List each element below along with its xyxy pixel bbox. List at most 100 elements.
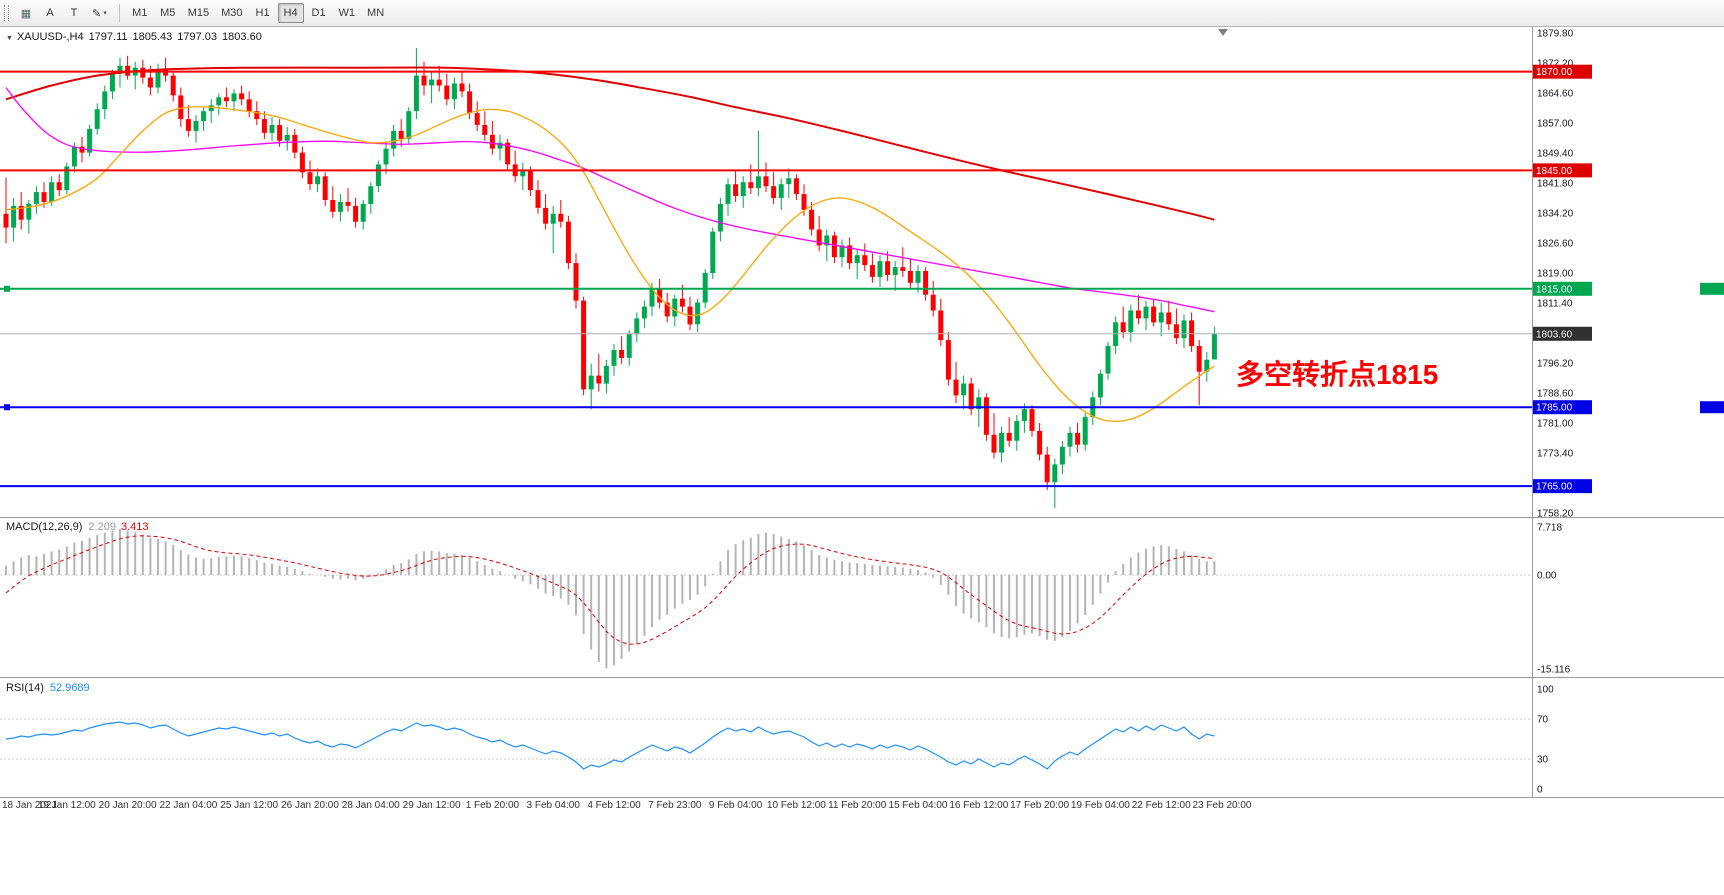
candle-body [208, 105, 214, 112]
time-label: 3 Feb 04:00 [527, 800, 581, 811]
candle-body [1173, 324, 1179, 339]
candle-body [1143, 306, 1149, 319]
candle-body [535, 190, 541, 208]
time-label: 9 Feb 04:00 [709, 800, 763, 811]
price-tick-label: 1773.40 [1537, 449, 1574, 460]
candle-body [315, 176, 321, 185]
chart-area[interactable]: 1879.80 1872.20 1864.60 1857.00 1849.40 1841.… [0, 27, 1724, 895]
rsi-indicator-label: RSI(14) 52.9689 [6, 682, 90, 694]
candle-body [725, 184, 731, 204]
time-label: 18 Jan 2021 [2, 800, 57, 811]
candle-body [1021, 409, 1027, 421]
price-tick-label: 1826.60 [1537, 239, 1574, 250]
chevron-down-icon: ▾ [103, 10, 107, 17]
candle-body [451, 83, 457, 100]
candle-body [611, 350, 617, 366]
candle-body [1211, 333, 1217, 360]
timeframe-m1-button[interactable]: M1 [127, 3, 153, 23]
candle-body [748, 182, 754, 189]
draw-tool-button[interactable]: ✎ ▾ [87, 3, 112, 23]
candle-body [117, 65, 123, 74]
price-tick-label: 1819.00 [1537, 269, 1574, 280]
candle-body [573, 263, 579, 301]
candle-body [429, 79, 435, 86]
candle-body [322, 176, 328, 200]
candle-body [193, 121, 199, 131]
time-label: 17 Feb 20:00 [1010, 800, 1069, 811]
candle-body [178, 95, 184, 120]
line-handle[interactable] [4, 404, 10, 411]
timeframe-h1-button[interactable]: H1 [250, 3, 276, 23]
candle-body [1181, 320, 1187, 339]
candle-body [1189, 320, 1195, 347]
candle-body [999, 432, 1005, 453]
ohlc-low: 1797.03 [177, 31, 218, 43]
candle-body [657, 288, 663, 303]
timeframe-w1-button[interactable]: W1 [334, 3, 361, 23]
candle-body [771, 186, 777, 198]
line-edge-marker [1700, 401, 1724, 414]
ma-slow-red [5, 66, 1215, 221]
candle-body [930, 294, 936, 311]
candle-body [892, 267, 898, 275]
time-label: 1 Feb 20:00 [466, 800, 520, 811]
pencil-icon: ✎ [92, 7, 102, 20]
candle-body [368, 186, 374, 204]
timeframe-mn-button[interactable]: MN [362, 3, 389, 23]
timeframe-m15-button[interactable]: M15 [183, 3, 214, 23]
price-line-tag-label: 1845.00 [1536, 166, 1573, 177]
text-tool-button[interactable]: T [63, 3, 85, 23]
time-label: 19 Jan 12:00 [38, 800, 96, 811]
candle-body [793, 178, 799, 195]
candle-body [3, 213, 9, 228]
candle-body [672, 298, 678, 317]
candle-body [1075, 432, 1081, 445]
rsi-axis-label: 70 [1537, 715, 1549, 726]
price-tick-label: 1864.60 [1537, 89, 1574, 100]
current-price-tag [1532, 326, 1592, 341]
price-line-tag-label: 1765.00 [1536, 482, 1573, 493]
macd-name: MACD(12,26,9) [6, 521, 83, 533]
time-label: 10 Feb 12:00 [767, 800, 826, 811]
candle-body [1006, 432, 1012, 441]
candle-body [1097, 373, 1103, 398]
candle-body [147, 77, 153, 88]
candle-body [603, 365, 609, 384]
annotation-text[interactable]: 多空转折点1815 [1236, 359, 1439, 390]
line-handle[interactable] [4, 285, 10, 292]
timeframe-m5-button[interactable]: M5 [155, 3, 181, 23]
candle-body [923, 271, 929, 295]
candle-body [201, 111, 207, 122]
cursor-tool-button[interactable]: A [39, 3, 61, 23]
toolbar-grip[interactable] [4, 5, 9, 21]
candle-body [945, 340, 951, 380]
candle-body [109, 73, 115, 92]
candle-body [26, 203, 32, 220]
candle-body [778, 184, 784, 198]
collapse-icon[interactable]: ▼ [6, 35, 13, 42]
candle-body [505, 142, 511, 165]
timeframe-h4-button[interactable]: H4 [277, 3, 304, 23]
candle-body [961, 383, 967, 396]
candle-body [391, 130, 397, 149]
candle-body [284, 134, 290, 141]
time-label: 11 Feb 20:00 [828, 800, 887, 811]
price-tick-label: 1781.00 [1537, 419, 1574, 430]
candle-body [269, 125, 275, 133]
candle-body [854, 255, 860, 264]
timeframe-m30-button[interactable]: M30 [216, 3, 247, 23]
candle-body [695, 302, 701, 325]
timeframe-d1-button[interactable]: D1 [306, 3, 332, 23]
candle-body [527, 170, 533, 191]
candle-body [634, 318, 640, 335]
candle-body [717, 203, 723, 232]
candle-body [170, 75, 176, 96]
toolbar-separator [118, 4, 120, 22]
candle-body [87, 128, 93, 153]
macd-indicator-label: MACD(12,26,9) 2.209 3.413 [6, 521, 148, 533]
price-line-tag-label: 1815.00 [1536, 284, 1573, 295]
candle-body [49, 182, 55, 202]
price-chart[interactable]: 1879.80 1872.20 1864.60 1857.00 1849.40 1841.… [0, 27, 1724, 895]
chart-grid-icon[interactable]: ▦ [15, 3, 37, 23]
candle-body [1014, 421, 1020, 441]
